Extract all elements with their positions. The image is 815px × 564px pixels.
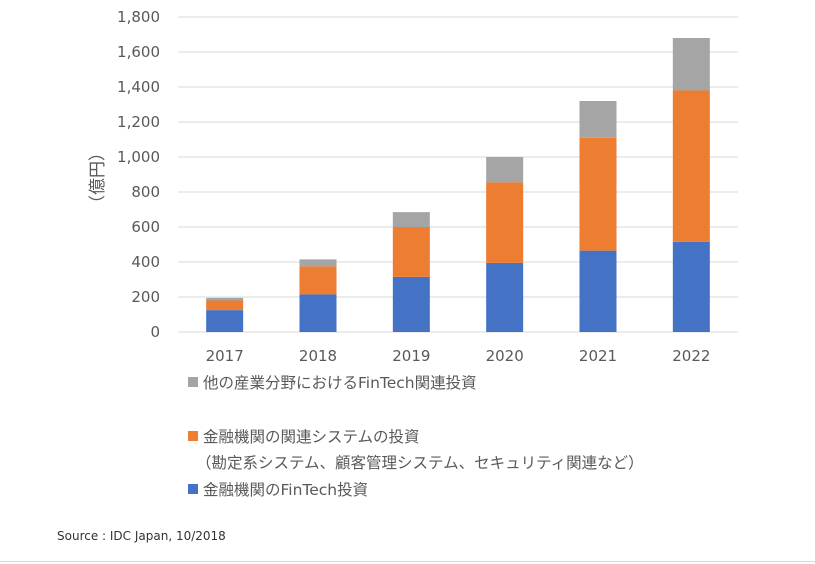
y-tick-label: 1,000 <box>117 148 160 166</box>
legend-label-fintech: 金融機関のFinTech投資 <box>203 481 369 499</box>
y-tick-label: 400 <box>131 253 160 271</box>
y-axis-label: （億円） <box>88 144 108 212</box>
y-tick-label: 800 <box>131 183 160 201</box>
legend-label-other: 他の産業分野におけるFinTech関連投資 <box>203 374 477 392</box>
legend-swatch-other <box>188 377 198 387</box>
legend-swatch-fintech <box>188 484 198 494</box>
bar-2017-series-2 <box>206 297 244 301</box>
bar-2021-series-0 <box>579 250 617 332</box>
y-tick-label: 200 <box>131 288 160 306</box>
bar-2020-series-0 <box>486 262 524 332</box>
y-tick-label: 0 <box>150 323 160 341</box>
y-tick-label: 600 <box>131 218 160 236</box>
bar-2017-series-1 <box>206 300 244 311</box>
y-tick-label: 1,200 <box>117 113 160 131</box>
bottom-divider <box>0 561 815 562</box>
legend-swatch-systems <box>188 431 198 441</box>
x-tick-label: 2017 <box>206 347 244 365</box>
y-tick-label: 1,400 <box>117 78 160 96</box>
legend-label-systems-detail: （勘定系システム、顧客管理システム、セキュリティ関連など） <box>196 454 644 472</box>
x-tick-label: 2019 <box>392 347 430 365</box>
bar-2022-series-2 <box>672 38 710 91</box>
x-tick-label: 2020 <box>486 347 524 365</box>
bar-2018-series-2 <box>299 259 337 267</box>
bars <box>206 38 710 332</box>
y-axis-ticks: 0 200 400 600 800 1,000 1,200 1,400 1,600 1,800 <box>117 8 160 341</box>
bar-2021-series-2 <box>579 101 617 138</box>
gridlines <box>178 16 738 333</box>
bar-2020-series-1 <box>486 182 524 263</box>
bar-2019-series-0 <box>392 276 430 332</box>
bar-2019-series-2 <box>392 212 430 227</box>
bar-2019-series-1 <box>392 227 430 277</box>
bar-2018-series-0 <box>299 294 337 332</box>
bar-2022-series-0 <box>672 241 710 332</box>
x-axis-ticks: 2017 2018 2019 2020 2021 2022 <box>206 347 711 365</box>
bar-2018-series-1 <box>299 266 337 295</box>
bar-2021-series-1 <box>579 137 617 251</box>
x-tick-label: 2022 <box>672 347 710 365</box>
x-tick-label: 2018 <box>299 347 337 365</box>
bar-2022-series-1 <box>672 90 710 242</box>
bar-2020-series-2 <box>486 157 524 183</box>
bar-2017-series-0 <box>206 310 244 332</box>
legend-label-systems: 金融機関の関連システムの投資 <box>203 428 420 446</box>
x-tick-label: 2021 <box>579 347 617 365</box>
y-tick-label: 1,600 <box>117 43 160 61</box>
y-tick-label: 1,800 <box>117 8 160 26</box>
source-note: Source : IDC Japan, 10/2018 <box>57 529 226 543</box>
stacked-bar-chart: 0 200 400 600 800 1,000 1,200 1,400 1,600 1,800 2… <box>88 8 738 365</box>
